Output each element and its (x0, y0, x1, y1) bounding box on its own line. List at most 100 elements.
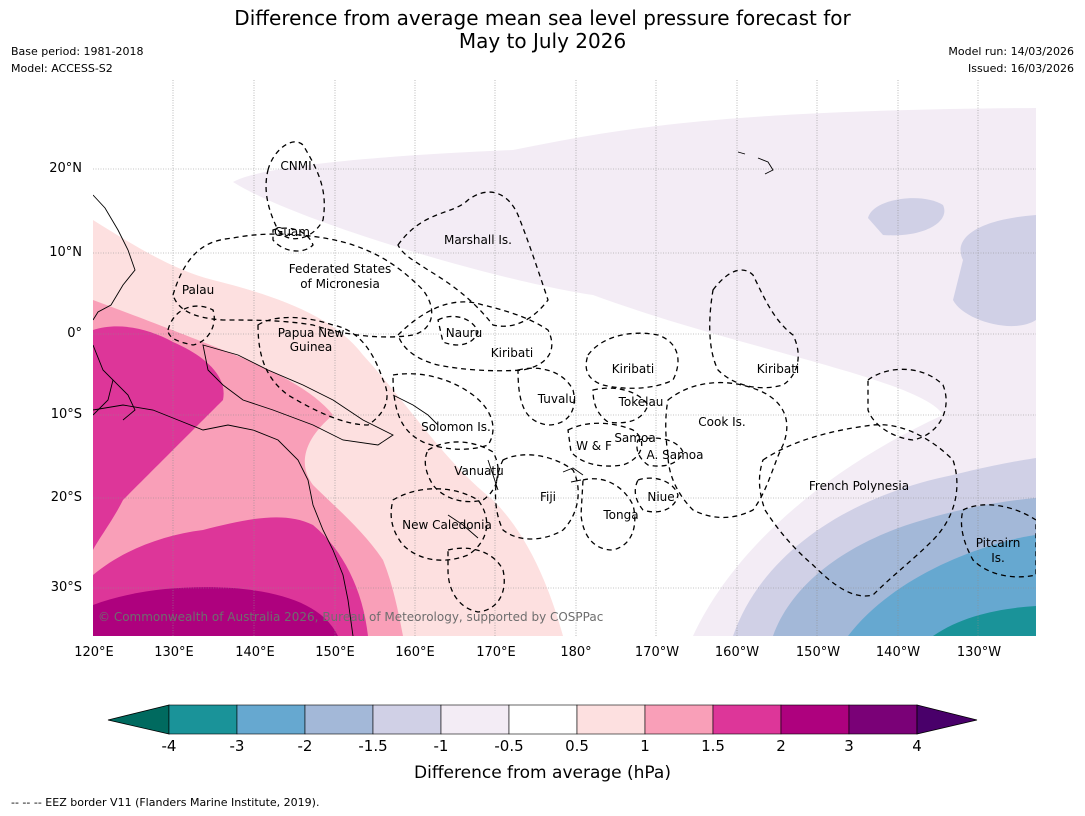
cb-label-0p5: 0.5 (565, 737, 589, 755)
eez-nauru (437, 315, 479, 346)
solomon-coast (392, 394, 439, 426)
issued-date: Issued: 16/03/2026 (967, 62, 1074, 75)
cb-label-4: 4 (912, 737, 922, 755)
colorbar-bin-9 (780, 704, 850, 735)
model-name: Model: ACCESS-S2 (11, 62, 113, 75)
cb-label-m2: -2 (297, 737, 313, 755)
map-panel: CNMI Guam Marshall Is. Federated States … (93, 80, 1036, 636)
lon-tick-120e: 120°E (74, 645, 114, 660)
colorbar (107, 704, 978, 735)
label-vanuatu: Vanuatu (454, 464, 504, 478)
label-wf: W & F (576, 439, 612, 453)
anomaly-neg-1-north (953, 215, 1036, 327)
lon-tick-150e: 150°E (315, 645, 355, 660)
colorbar-bin-6 (576, 704, 646, 735)
meta-left: Base period: 1981-2018 Model: ACCESS-S2 (11, 43, 143, 77)
copyright-note: © Commonwealth of Australia 2026, Bureau… (98, 610, 603, 624)
place-labels: CNMI Guam Marshall Is. Federated States … (182, 159, 1020, 565)
title-line-1: Difference from average mean sea level p… (234, 6, 851, 30)
label-french-polynesia: French Polynesia (809, 479, 909, 493)
eez-kiribati-east (709, 269, 799, 389)
label-png-1: Papua New (278, 326, 345, 340)
colorbar-bin-7 (644, 704, 714, 735)
label-kiribati-east: Kiribati (757, 362, 799, 376)
hawaii-coast (737, 151, 774, 175)
label-cnmi: CNMI (280, 159, 311, 173)
colorbar-bin-4 (440, 704, 510, 735)
eez-french-poly (758, 424, 958, 597)
label-png-2: Guinea (290, 340, 333, 354)
label-tokelau: Tokelau (618, 395, 664, 409)
colorbar-bin-3 (372, 704, 442, 735)
colorbar-bin-5 (508, 704, 578, 735)
chart-title: Difference from average mean sea level p… (0, 7, 1085, 53)
anomaly-neg-3 (933, 606, 1036, 636)
eez-solomon (392, 373, 494, 450)
lon-tick-130w: 130°W (956, 645, 1002, 660)
label-palau: Palau (182, 283, 214, 297)
label-guam: Guam (274, 225, 310, 239)
label-pitcairn-1: Pitcairn (976, 536, 1021, 550)
eez-wf-samoa (567, 422, 643, 467)
colorbar-bin-10 (848, 704, 918, 735)
colorbar-bin-1 (236, 704, 306, 735)
colorbar-bin-0 (168, 704, 238, 735)
cb-label-2: 2 (776, 737, 786, 755)
eez-marshall (397, 191, 549, 327)
eez-borders (167, 141, 1036, 613)
colorbar-high-extend (916, 704, 978, 735)
fiji-coast (562, 467, 584, 483)
eez-tokelau (592, 387, 649, 424)
map-svg: CNMI Guam Marshall Is. Federated States … (93, 80, 1036, 636)
cb-label-m4: -4 (161, 737, 177, 755)
cb-label-1: 1 (640, 737, 650, 755)
eez-fiji (494, 454, 579, 540)
new-guinea-coast (202, 344, 394, 446)
lon-tick-140e: 140°E (235, 645, 275, 660)
lon-tick-180: 180° (560, 645, 592, 660)
lat-tick-20n: 20°N (49, 161, 82, 176)
eez-french-poly-north (867, 368, 947, 441)
colorbar-bins (168, 704, 918, 735)
label-tuvalu: Tuvalu (537, 392, 577, 406)
eez-niue (634, 477, 679, 513)
label-niue: Niue (647, 490, 674, 504)
lat-tick-30s: 30°S (50, 580, 82, 595)
graticule (93, 80, 1036, 636)
lat-tick-10s: 10°S (50, 407, 82, 422)
eez-tonga (580, 478, 636, 551)
base-period: Base period: 1981-2018 (11, 45, 144, 58)
philippines-coast (93, 194, 136, 321)
anomaly-pos-2 (93, 587, 338, 636)
title-line-2: May to July 2026 (458, 29, 627, 53)
sulawesi-coast (112, 379, 136, 421)
eez-fsm (172, 233, 433, 338)
eez-new-caledonia (390, 488, 488, 561)
lat-tick-10n: 10°N (49, 245, 82, 260)
lon-tick-130e: 130°E (154, 645, 194, 660)
label-samoa: Samoa (614, 431, 655, 445)
anomaly-neg-1-blob (868, 198, 945, 236)
label-kiribati-central: Kiribati (612, 362, 654, 376)
label-cook: Cook Is. (698, 415, 745, 429)
anomaly-neg-0p5 (233, 108, 1036, 636)
lat-tick-0: 0° (67, 326, 82, 341)
lon-tick-150w: 150°W (795, 645, 841, 660)
eez-legend-note: -- -- -- EEZ border V11 (Flanders Marine… (11, 796, 320, 809)
borneo-coast (93, 344, 114, 416)
label-fsm-1: Federated States (289, 262, 391, 276)
cb-label-3: 3 (844, 737, 854, 755)
label-fiji: Fiji (540, 490, 556, 504)
lon-tick-160w: 160°W (714, 645, 760, 660)
label-kiribati-west: Kiribati (491, 346, 533, 360)
label-fsm-2: of Micronesia (300, 277, 380, 291)
eez-cnmi (265, 141, 325, 240)
label-new-caledonia: New Caledonia (402, 518, 492, 532)
anomaly-neg-2 (848, 535, 1036, 636)
lat-tick-20s: 20°S (50, 490, 82, 505)
lon-tick-170w: 170°W (634, 645, 680, 660)
cb-label-m3: -3 (229, 737, 245, 755)
eez-tuvalu (517, 367, 575, 426)
colorbar-bin-8 (712, 704, 782, 735)
eez-nz-kermadec (447, 547, 505, 613)
